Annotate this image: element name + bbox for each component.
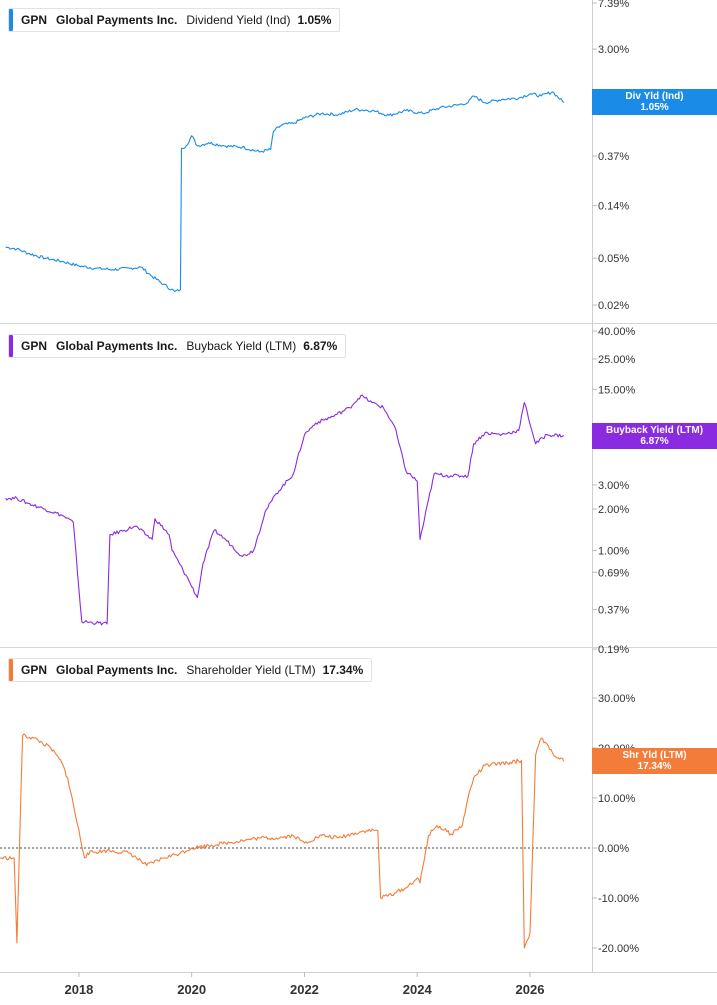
y-tick-label: 25.00% xyxy=(598,354,636,366)
badge-value: 1.05% xyxy=(640,102,669,113)
y-tick-label: 2.00% xyxy=(598,504,629,516)
legend-metric: Shareholder Yield (LTM) xyxy=(186,663,316,677)
legend-company: Global Payments Inc. xyxy=(56,13,178,27)
y-tick-label: 0.00% xyxy=(598,843,629,855)
y-tick-label: 0.02% xyxy=(598,300,629,312)
y-tick-label: 7.39% xyxy=(598,0,629,10)
y-tick-label: 0.37% xyxy=(598,604,629,616)
badge-shareholder-yield: Shr Yld (LTM) 17.34% xyxy=(592,748,717,774)
badge-dividend-yield: Div Yld (Ind) 1.05% xyxy=(592,89,717,115)
y-tick-label: 0.69% xyxy=(598,567,629,579)
badge-value: 6.87% xyxy=(640,436,669,447)
legend-color-swatch xyxy=(9,9,13,31)
badge-value: 17.34% xyxy=(637,761,672,772)
y-tick-label: 0.37% xyxy=(598,151,629,163)
badge-label: Div Yld (Ind) xyxy=(625,91,684,102)
legend-ticker: GPN xyxy=(21,339,48,353)
legend-metric: Buyback Yield (LTM) xyxy=(186,339,297,353)
legend-color-swatch xyxy=(9,335,13,357)
badge-buyback-yield: Buyback Yield (LTM) 6.87% xyxy=(592,423,717,449)
y-tick-label: -20.00% xyxy=(598,943,639,955)
y-tick-label: 0.19% xyxy=(598,644,629,656)
x-tick-label: 2020 xyxy=(177,982,206,997)
legend-value: 17.34% xyxy=(322,663,364,677)
legend-buyback-yield: GPN Global Payments Inc. Buyback Yield (… xyxy=(8,334,347,358)
y-tick-label: 3.00% xyxy=(598,44,629,56)
y-tick-label: 1.00% xyxy=(598,545,629,557)
legend-shareholder-yield: GPN Global Payments Inc. Shareholder Yie… xyxy=(8,658,373,682)
legend-metric: Dividend Yield (Ind) xyxy=(186,13,291,27)
y-tick-label: 30.00% xyxy=(598,693,636,705)
legend-company: Global Payments Inc. xyxy=(56,663,178,677)
y-tick-label: 0.05% xyxy=(598,253,629,265)
series-line-buyback-yield-ltm- xyxy=(5,394,564,626)
legend-ticker: GPN xyxy=(21,13,48,27)
y-tick-label: -10.00% xyxy=(598,893,639,905)
y-tick-label: 10.00% xyxy=(598,793,636,805)
badge-label: Buyback Yield (LTM) xyxy=(605,425,704,436)
y-tick-label: 0.14% xyxy=(598,201,629,213)
badge-label: Shr Yld (LTM) xyxy=(622,750,687,761)
legend-value: 6.87% xyxy=(303,339,338,353)
legend-company: Global Payments Inc. xyxy=(56,339,178,353)
series-line-shareholder-yield-ltm- xyxy=(0,733,565,949)
y-tick-label: 15.00% xyxy=(598,384,636,396)
x-tick-label: 2018 xyxy=(64,982,93,997)
y-tick-label: 40.00% xyxy=(598,326,636,338)
legend-value: 1.05% xyxy=(297,13,332,27)
legend-dividend-yield: GPN Global Payments Inc. Dividend Yield … xyxy=(8,8,341,32)
legend-ticker: GPN xyxy=(21,663,48,677)
legend-color-swatch xyxy=(9,659,13,681)
y-tick-label: 3.00% xyxy=(598,480,629,492)
x-tick-label: 2026 xyxy=(516,982,545,997)
x-tick-label: 2024 xyxy=(403,982,433,997)
series-line-dividend-yield-ind- xyxy=(5,91,565,293)
x-tick-label: 2022 xyxy=(290,982,319,997)
